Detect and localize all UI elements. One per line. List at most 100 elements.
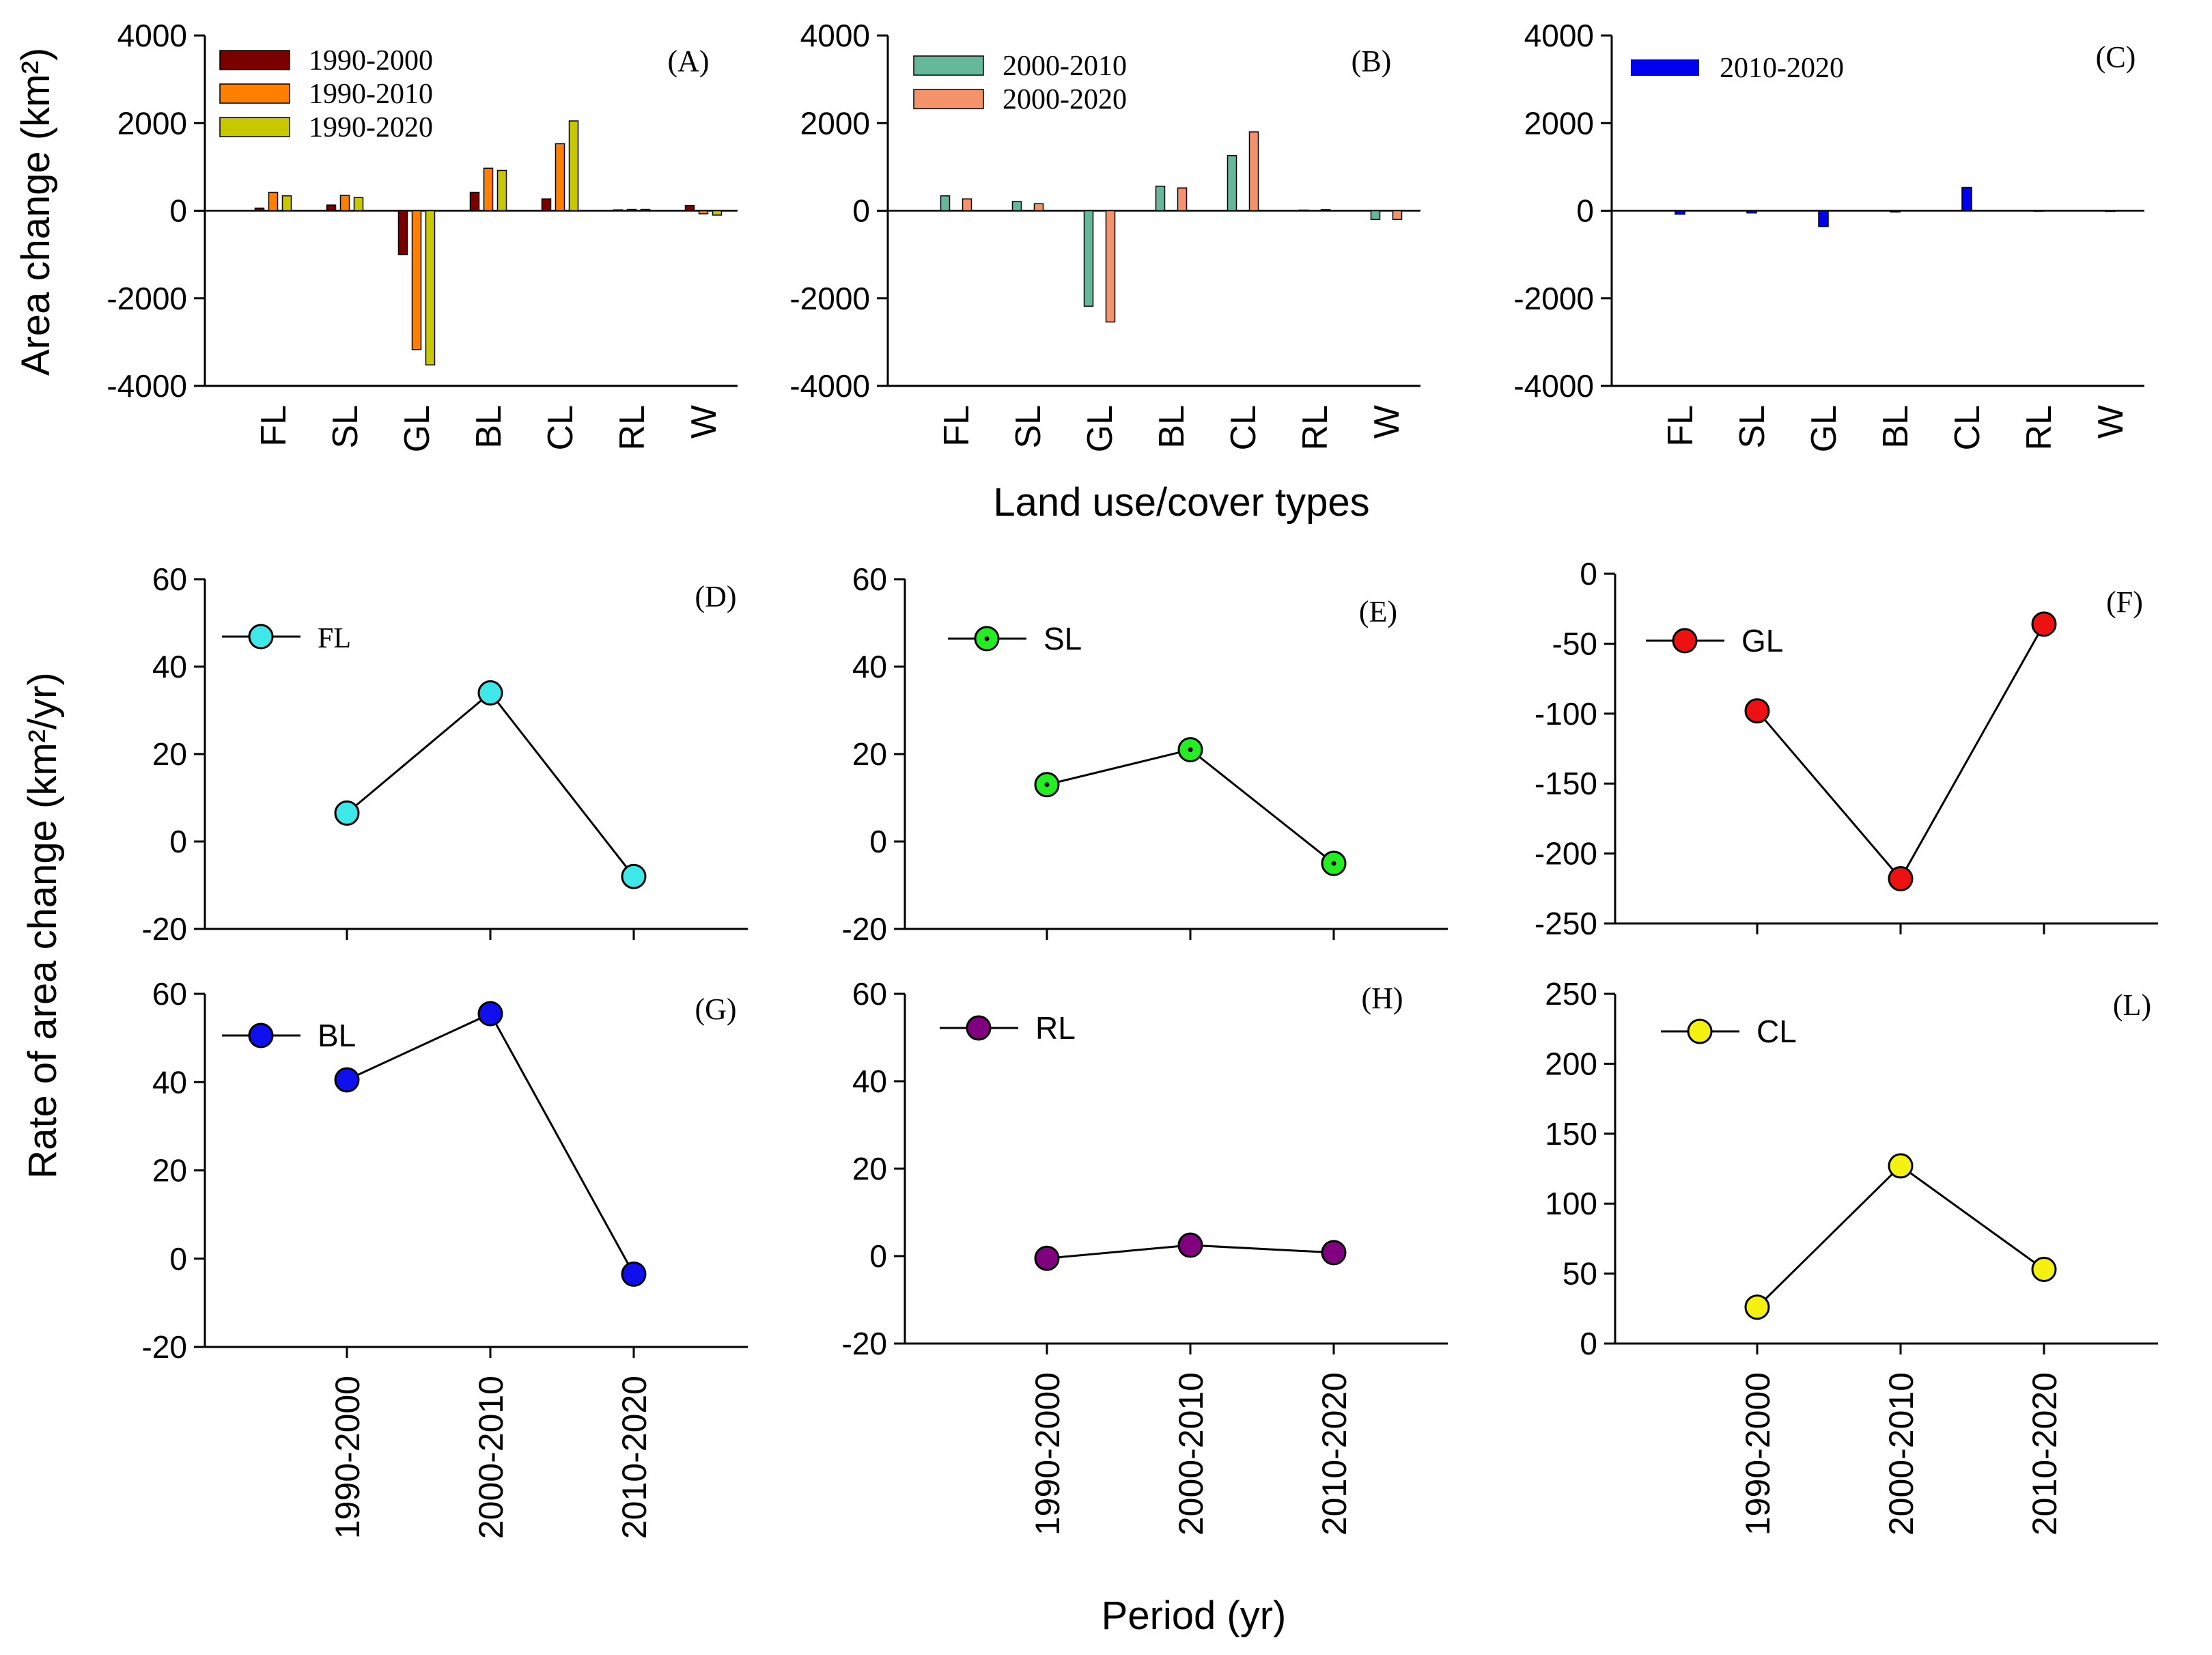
x-period-label: 1990-2000 bbox=[1028, 1372, 1067, 1535]
y-tick-label: 0 bbox=[169, 1241, 187, 1277]
x-category-label: FL bbox=[937, 405, 977, 447]
y-tick-label: 0 bbox=[869, 1238, 887, 1274]
x-period-label: 2000-2010 bbox=[1882, 1372, 1920, 1535]
x-period-label: 2000-2010 bbox=[1172, 1372, 1210, 1535]
y-tick-label: 4000 bbox=[117, 18, 187, 53]
data-point bbox=[477, 680, 503, 706]
bar bbox=[1155, 185, 1166, 212]
bar bbox=[698, 210, 709, 214]
data-point bbox=[621, 863, 647, 889]
legend-label: 2010-2020 bbox=[1720, 53, 1844, 84]
y-tick-label: 0 bbox=[169, 824, 187, 859]
panel-b: 4000 2000 0 -2000 -4000 (B) FL SL GL BL CL RL W 2000-… bbox=[789, 18, 1420, 452]
y-tick-label: -2000 bbox=[789, 281, 870, 316]
y-tick-label: -4000 bbox=[789, 368, 870, 404]
x-category-label: SL bbox=[326, 405, 365, 449]
y-tick-label: 0 bbox=[1580, 556, 1597, 592]
bar bbox=[411, 210, 422, 350]
data-point bbox=[2031, 1256, 2057, 1282]
x-category-label: RL bbox=[613, 405, 652, 450]
y-tick-label: 150 bbox=[1545, 1116, 1597, 1152]
legend-label: 2000-2020 bbox=[1003, 84, 1127, 115]
panel-label: (G) bbox=[695, 992, 736, 1026]
series-line bbox=[1046, 748, 1334, 865]
bar bbox=[1298, 209, 1309, 212]
y-tick-label: 20 bbox=[852, 736, 887, 772]
data-point bbox=[621, 1261, 647, 1287]
panel-label: (C) bbox=[2096, 40, 2136, 74]
x-period-label: 2010-2020 bbox=[2026, 1372, 2064, 1535]
y-tick-label: 2000 bbox=[800, 105, 870, 141]
bar bbox=[496, 169, 507, 212]
bar bbox=[712, 210, 723, 216]
y-tick-label: 2000 bbox=[1524, 105, 1594, 141]
y-tick-label: 0 bbox=[1576, 193, 1594, 229]
data-point-dot bbox=[1044, 782, 1050, 788]
legend-swatch bbox=[1631, 59, 1699, 76]
legend-marker bbox=[1687, 1018, 1713, 1044]
panel-label: (H) bbox=[1361, 982, 1403, 1015]
legend-label: BL bbox=[318, 1018, 356, 1053]
data-point bbox=[1744, 698, 1770, 724]
bar bbox=[326, 204, 337, 212]
y-tick-label: -2000 bbox=[107, 281, 187, 316]
panel-label: (F) bbox=[2106, 585, 2143, 619]
bar bbox=[469, 191, 480, 212]
bottom-y-axis-title: Rate of area change (km²/yr) bbox=[20, 672, 65, 1178]
legend-marker bbox=[1672, 628, 1698, 654]
y-tick-label: 20 bbox=[152, 1153, 187, 1188]
y-tick-label: -20 bbox=[142, 1329, 187, 1365]
x-category-label: W bbox=[2091, 405, 2131, 439]
y-tick-label: -50 bbox=[1552, 626, 1597, 661]
y-tick-label: -20 bbox=[842, 1326, 887, 1361]
y-tick-label: -20 bbox=[142, 911, 187, 947]
y-tick-label: 100 bbox=[1545, 1186, 1597, 1221]
bar bbox=[353, 197, 364, 212]
y-tick-label: 0 bbox=[1580, 1326, 1597, 1361]
bar bbox=[1033, 203, 1044, 212]
data-point bbox=[1888, 865, 1914, 891]
x-category-label: GL bbox=[1804, 405, 1844, 452]
bar bbox=[1818, 210, 1829, 227]
x-period-label: 2010-2020 bbox=[1315, 1372, 1354, 1535]
data-point bbox=[1177, 1232, 1203, 1258]
bar bbox=[1320, 209, 1331, 212]
data-point bbox=[334, 1067, 360, 1093]
panel-f: 0 -50 -100 -150 -200 -250 (F) GL bbox=[1535, 556, 2158, 941]
legend-label: 1990-2000 bbox=[309, 45, 433, 77]
series-line bbox=[1756, 1164, 2045, 1308]
series-line bbox=[346, 691, 635, 878]
panel-h: 60 40 20 0 -20 (H) 1990-2000 2000-2010 2010-2020… bbox=[842, 976, 1448, 1535]
x-category-label: CL bbox=[541, 405, 580, 450]
y-tick-label: 4000 bbox=[800, 18, 870, 53]
bar bbox=[962, 198, 972, 212]
data-point bbox=[1744, 1294, 1770, 1320]
y-tick-label: -100 bbox=[1535, 696, 1597, 732]
legend-label: SL bbox=[1044, 621, 1082, 656]
y-tick-label: 50 bbox=[1563, 1256, 1597, 1292]
y-tick-label: 40 bbox=[852, 649, 887, 684]
data-point bbox=[1034, 1245, 1060, 1271]
bar bbox=[1105, 210, 1116, 323]
y-tick-label: 40 bbox=[152, 649, 187, 684]
panel-g: 60 40 20 0 -20 (G) 1990-2000 2000-2010 2010-2020… bbox=[142, 976, 748, 1539]
x-period-label: 1990-2000 bbox=[1739, 1372, 1777, 1535]
bar bbox=[339, 195, 350, 212]
y-tick-label: 0 bbox=[869, 824, 887, 859]
x-category-label: FL bbox=[254, 405, 294, 447]
legend-swatch bbox=[913, 55, 984, 76]
bar bbox=[2105, 210, 2116, 212]
bar bbox=[1890, 210, 1901, 213]
series-line bbox=[1756, 623, 2045, 881]
y-tick-label: 4000 bbox=[1524, 18, 1594, 53]
bar bbox=[541, 198, 552, 212]
legend-marker bbox=[248, 1023, 274, 1048]
x-category-label: RL bbox=[1296, 405, 1335, 450]
x-category-label: SL bbox=[1733, 405, 1772, 449]
panel-c: 4000 2000 0 -2000 -4000 (C) FL SL GL BL CL RL W 2010-… bbox=[1513, 18, 2144, 452]
y-tick-label: 20 bbox=[152, 736, 187, 772]
y-tick-label: -250 bbox=[1535, 906, 1597, 941]
y-tick-label: 40 bbox=[152, 1064, 187, 1100]
data-point-dot bbox=[1331, 861, 1336, 866]
